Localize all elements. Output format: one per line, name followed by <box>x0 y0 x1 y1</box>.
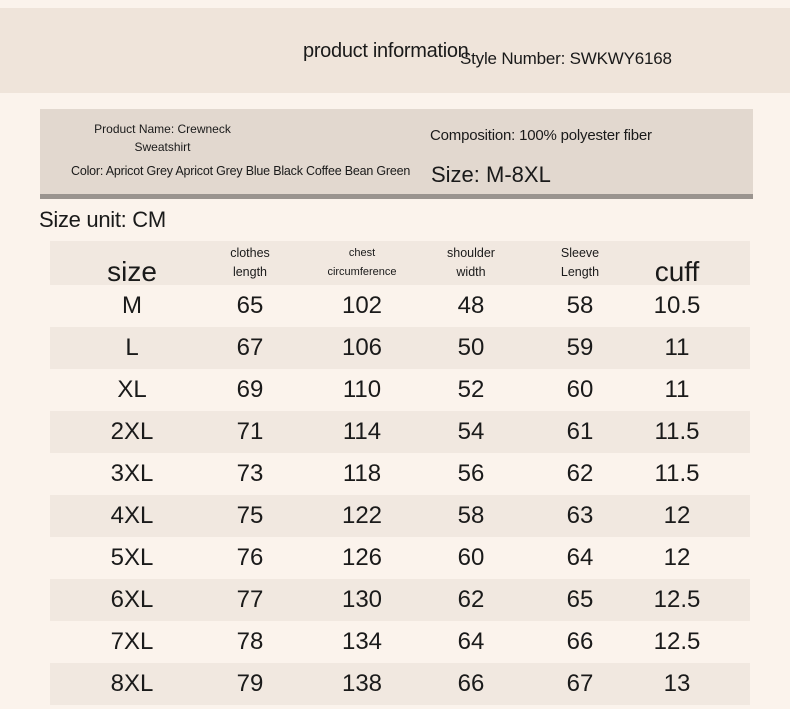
header-cuff: cuff <box>654 255 700 287</box>
style-number: Style Number: SWKWY6168 <box>460 49 672 68</box>
size-chart-table: size clothes length chest circumference … <box>50 241 750 705</box>
cell-chest: 118 <box>342 460 382 487</box>
cell-size: XL <box>117 376 147 403</box>
cell-cuff: 11.5 <box>654 460 700 487</box>
cell-sleeve: 64 <box>566 544 594 571</box>
table-row: XL 69 110 52 60 11 <box>50 369 750 411</box>
cell-size: 2XL <box>110 418 154 445</box>
header-sleeve-length: Sleeve Length <box>560 246 600 279</box>
cell-chest: 130 <box>341 586 383 613</box>
cell-shoulder: 54 <box>457 418 485 445</box>
product-composition: Composition: 100% polyester fiber <box>430 127 652 144</box>
cell-chest: 138 <box>341 670 383 697</box>
cell-sleeve: 65 <box>566 586 594 613</box>
table-body: M 65 102 48 58 10.5 L 67 106 50 59 11 XL 69 110 52 60 11 2… <box>50 285 750 705</box>
cell-cuff: 12.5 <box>653 586 701 613</box>
table-row: 6XL 77 130 62 65 12.5 <box>50 579 750 621</box>
cell-sleeve: 63 <box>566 502 594 529</box>
cell-chest: 102 <box>341 292 383 319</box>
cell-cuff: 11 <box>664 376 690 403</box>
cell-shoulder: 50 <box>457 334 485 361</box>
cell-chest: 122 <box>341 502 383 529</box>
cell-shoulder: 62 <box>457 586 485 613</box>
cell-clothes-length: 69 <box>236 376 264 403</box>
cell-clothes-length: 79 <box>236 670 264 697</box>
cell-clothes-length: 76 <box>236 544 264 571</box>
cell-sleeve: 62 <box>566 460 594 487</box>
product-info-box <box>40 109 753 194</box>
cell-size: 3XL <box>110 460 154 487</box>
cell-sleeve: 67 <box>566 670 594 697</box>
size-unit-label: Size unit: CM <box>39 207 166 232</box>
cell-size: L <box>125 334 139 361</box>
cell-sleeve: 61 <box>566 418 594 445</box>
cell-shoulder: 56 <box>457 460 485 487</box>
cell-clothes-length: 73 <box>236 460 264 487</box>
cell-shoulder: 60 <box>457 544 485 571</box>
cell-shoulder: 66 <box>457 670 485 697</box>
header-clothes-length: clothes length <box>230 246 270 279</box>
cell-sleeve: 60 <box>566 376 594 403</box>
table-row: 5XL 76 126 60 64 12 <box>50 537 750 579</box>
table-row: 7XL 78 134 64 66 12.5 <box>50 621 750 663</box>
cell-sleeve: 66 <box>566 628 594 655</box>
cell-size: 6XL <box>110 586 154 613</box>
cell-cuff: 12.5 <box>653 628 701 655</box>
page-title: product information <box>303 40 469 62</box>
cell-shoulder: 52 <box>457 376 485 403</box>
cell-sleeve: 59 <box>566 334 594 361</box>
cell-clothes-length: 77 <box>236 586 264 613</box>
cell-chest: 134 <box>341 628 383 655</box>
cell-size: M <box>122 292 142 319</box>
table-row: 4XL 75 122 58 63 12 <box>50 495 750 537</box>
product-color: Color: Apricot Grey Apricot Grey Blue Bl… <box>71 164 411 178</box>
table-row: 8XL 79 138 66 67 13 <box>50 663 750 705</box>
header-band <box>0 8 790 93</box>
cell-chest: 110 <box>342 376 382 403</box>
cell-cuff: 12 <box>663 544 691 571</box>
info-divider <box>40 194 753 199</box>
cell-shoulder: 58 <box>457 502 485 529</box>
table-row: 3XL 73 118 56 62 11.5 <box>50 453 750 495</box>
cell-size: 5XL <box>110 544 154 571</box>
cell-cuff: 13 <box>663 670 691 697</box>
cell-chest: 106 <box>341 334 383 361</box>
table-row: L 67 106 50 59 11 <box>50 327 750 369</box>
cell-size: 8XL <box>110 670 154 697</box>
cell-cuff: 11 <box>664 334 690 361</box>
cell-size: 7XL <box>110 628 154 655</box>
table-header-row: size clothes length chest circumference … <box>50 241 750 285</box>
cell-sleeve: 58 <box>566 292 594 319</box>
cell-clothes-length: 65 <box>236 292 264 319</box>
cell-chest: 126 <box>341 544 383 571</box>
cell-size: 4XL <box>110 502 154 529</box>
product-name: Product Name: Crewneck Sweatshirt <box>94 122 231 154</box>
table-row: 2XL 71 114 54 61 11.5 <box>50 411 750 453</box>
cell-clothes-length: 78 <box>236 628 264 655</box>
cell-cuff: 10.5 <box>653 292 701 319</box>
header-chest-circumference: chest circumference <box>327 247 397 278</box>
cell-shoulder: 48 <box>457 292 485 319</box>
header-size: size <box>107 255 157 287</box>
size-range: Size: M-8XL <box>431 162 551 187</box>
cell-shoulder: 64 <box>457 628 485 655</box>
cell-chest: 114 <box>342 418 382 445</box>
cell-clothes-length: 71 <box>236 418 264 445</box>
cell-cuff: 12 <box>663 502 691 529</box>
table-row: M 65 102 48 58 10.5 <box>50 285 750 327</box>
cell-clothes-length: 75 <box>236 502 264 529</box>
cell-clothes-length: 67 <box>236 334 264 361</box>
cell-cuff: 11.5 <box>654 418 700 445</box>
header-shoulder-width: shoulder width <box>447 246 495 279</box>
